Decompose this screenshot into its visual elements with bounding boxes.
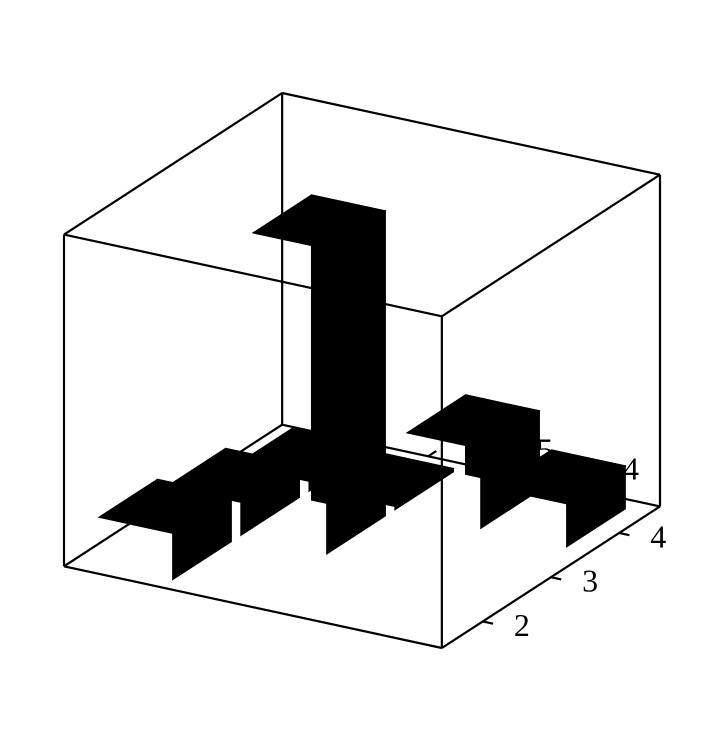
bar3d-chart: 2344567 [0, 0, 724, 741]
x-tick-label: 2 [514, 607, 530, 643]
bars [99, 195, 625, 580]
x-tick-label: 4 [650, 518, 666, 554]
x-tick-label: 3 [582, 563, 598, 599]
